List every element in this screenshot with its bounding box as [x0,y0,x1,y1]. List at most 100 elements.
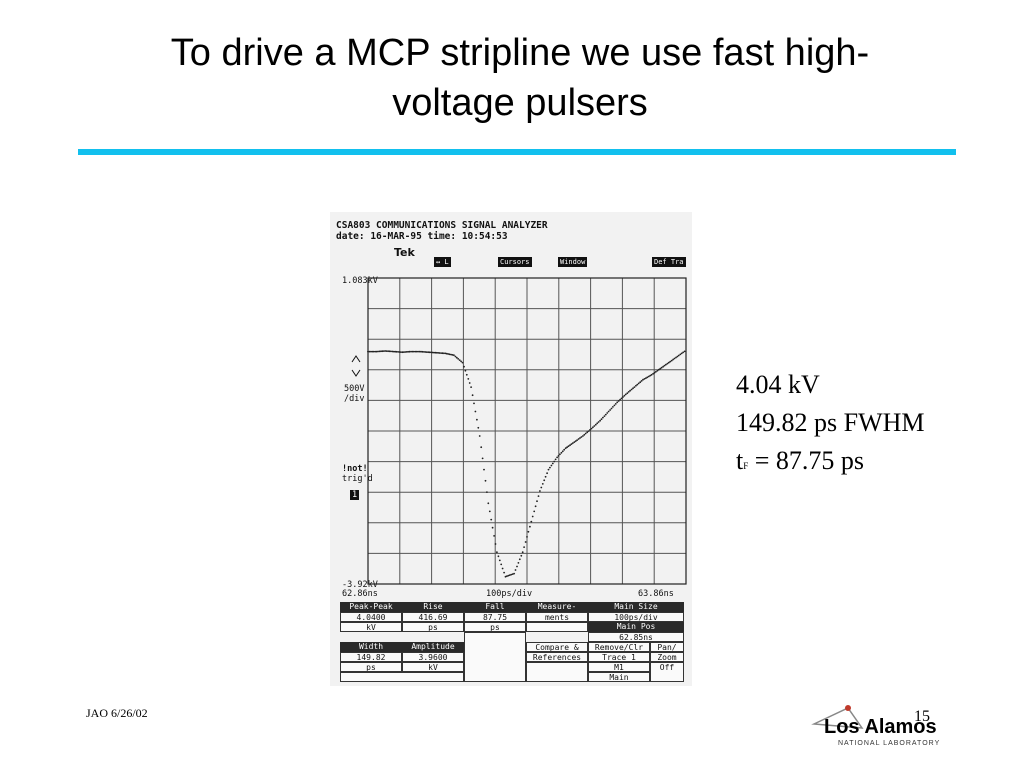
waveform-point [645,377,647,379]
logo-name: Los Alamos [824,716,937,738]
slide-title: To drive a MCP stripline we use fast hig… [60,28,980,128]
scope-tab-window[interactable]: Window [558,257,588,267]
waveform-point [629,389,631,392]
waveform-point [500,563,503,566]
x-left-label: 62.86ns [342,589,378,599]
waveform-point [571,442,574,444]
waveform-point [606,412,609,414]
waveform-point [401,351,404,354]
waveform-point [649,374,652,377]
waveform-point [547,468,550,471]
waveform-point [448,353,451,356]
waveform-point [435,351,438,354]
waveform-point [423,351,425,353]
remove-label-1[interactable]: Remove/Clr [588,642,650,652]
waveform-point [478,435,481,437]
meas-label-ments[interactable]: ments [526,612,588,622]
waveform-point [607,410,610,413]
waveform-point [458,359,461,361]
waveform-point [566,446,568,449]
waveform-point [610,407,613,410]
zoom-off[interactable]: Off [650,662,684,682]
meas-header-measurements[interactable]: Measure- [526,602,588,612]
waveform-point [529,525,531,528]
title-underline [78,149,956,155]
waveform-point [624,393,627,396]
waveform-point [520,554,523,557]
compare-label-2[interactable]: References [526,652,588,662]
meas-header-fall[interactable]: Fall [464,602,526,612]
waveform-point [680,352,683,355]
waveform-point [597,421,600,423]
waveform-point [564,447,567,450]
waveform-point [669,360,672,363]
waveform-point [600,418,603,421]
waveform-point [666,362,669,365]
waveform-point [665,363,667,366]
waveform-point [673,357,676,360]
meas-header-rise[interactable]: Rise [402,602,464,612]
waveform-point [488,510,491,513]
waveform-point [590,427,593,430]
compare-label-1[interactable]: Compare & [526,642,588,652]
waveform-point [630,388,633,391]
waveform-point [623,394,626,397]
waveform-point [483,468,485,471]
waveform-point [573,441,576,443]
meas-value-peakpeak: 4.0400 [340,612,402,622]
waveform-point [632,387,634,390]
waveform-point [561,450,564,453]
meas-value-amplitude: 3.9600 [402,652,464,662]
waveform-point [506,575,508,578]
waveform-point [557,455,560,457]
spec-fall-time: tF = 87.75 ps [736,442,925,485]
waveform-point [640,380,643,382]
meas-label-mainpos[interactable]: Main Pos [588,622,684,632]
waveform-point [526,536,528,538]
waveform-point [534,505,537,508]
waveform-point [374,350,377,353]
waveform-point [672,358,674,361]
waveform-point [523,546,525,548]
waveform-point [501,567,504,570]
waveform-point [404,351,407,353]
waveform-point [431,351,434,354]
waveform-point [427,351,430,354]
scope-tab-deftra[interactable]: Def Tra [652,257,686,267]
waveform-point [617,400,620,402]
scope-tab-span[interactable]: ↔ L [434,257,451,267]
waveform-point [477,426,480,429]
spec-fall-subscript: F [743,461,749,471]
meas-header-peakpeak[interactable]: Peak-Peak [340,602,402,612]
waveform-point [395,350,398,353]
title-line-1: To drive a MCP stripline we use fast hig… [170,32,870,74]
meas-header-amplitude[interactable]: Amplitude [402,642,464,652]
remove-label-2[interactable]: Trace 1 [588,652,650,662]
waveform-point [620,397,623,400]
waveform-point [589,429,591,431]
pulser-specs: 4.04 kV 149.82 ps FWHM tF = 87.75 ps [736,366,925,485]
waveform-point [537,495,540,497]
page-number: 15 [914,708,930,725]
meas-value-mainsize: 100ps/div [588,612,684,622]
meas-unit-peakpeak: kV [340,622,402,632]
waveform-point [514,569,517,571]
meas-header-width[interactable]: Width [340,642,402,652]
waveform-point [650,373,653,376]
x-right-label: 63.86ns [638,589,674,599]
waveform-point [577,438,580,440]
panzoom-label-1[interactable]: Pan/ [650,642,684,652]
waveform-point [596,422,599,425]
waveform-point [445,352,448,355]
waveform-point [584,432,587,435]
meas-header-mainsize[interactable]: Main Size [588,602,684,612]
panzoom-label-2[interactable]: Zoom [650,652,684,662]
title-line-2: voltage pulsers [392,82,648,124]
waveform-point [662,365,664,368]
waveform-point [410,350,412,353]
waveform-point [536,500,538,503]
scope-tab-cursors[interactable]: Cursors [498,257,532,267]
waveform-point [420,350,422,353]
waveform-point [454,355,457,358]
waveform-point [612,406,614,408]
